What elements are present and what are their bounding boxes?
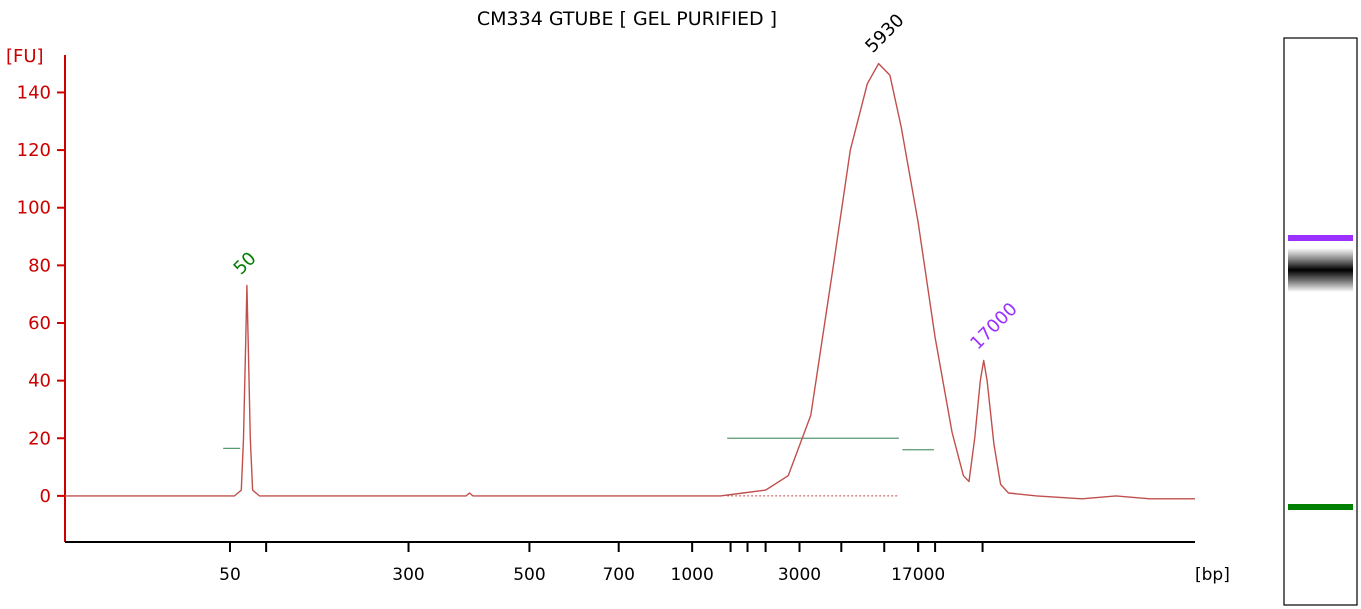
x-tick-label: 700 bbox=[602, 565, 634, 585]
gel-band bbox=[1288, 235, 1353, 241]
baseline-markers bbox=[223, 437, 934, 497]
x-tick-label: 300 bbox=[392, 565, 424, 585]
y-tick-label: 140 bbox=[17, 82, 51, 103]
y-tick-label: 40 bbox=[28, 371, 51, 392]
trace-series bbox=[65, 62, 1195, 500]
y-tick-label: 0 bbox=[40, 486, 51, 507]
y-axis-label: [FU] bbox=[6, 46, 44, 67]
y-tick-label: 100 bbox=[17, 198, 51, 219]
trace-line bbox=[65, 62, 1195, 500]
peak-labels: 50 5930 17000 bbox=[230, 10, 1022, 354]
gel-band-smear bbox=[1288, 248, 1353, 292]
x-tick-label: 3000 bbox=[778, 565, 821, 585]
y-tick-label: 20 bbox=[28, 428, 51, 449]
chart-title: CM334 GTUBE [ GEL PURIFIED ] bbox=[477, 8, 777, 30]
x-tick-label: 50 bbox=[219, 565, 241, 585]
gel-lane bbox=[1283, 37, 1358, 606]
gel-bands bbox=[1288, 235, 1353, 510]
y-tick-label: 60 bbox=[28, 313, 51, 334]
x-axis-label: [bp] bbox=[1195, 565, 1230, 585]
peak-label: 5930 bbox=[861, 10, 908, 57]
gel-band bbox=[1288, 504, 1353, 510]
axes: 0 20 40 60 80 100 120 140 50 300 500 700 1000 3000 170… bbox=[17, 55, 1195, 585]
x-tick-label: 1000 bbox=[671, 565, 714, 585]
y-tick-label: 120 bbox=[17, 140, 51, 161]
peak-label: 50 bbox=[230, 248, 261, 279]
y-tick-label: 80 bbox=[28, 255, 51, 276]
peak-label: 17000 bbox=[966, 299, 1021, 354]
x-tick-label: 500 bbox=[513, 565, 545, 585]
x-tick-label: 17000 bbox=[891, 565, 945, 585]
